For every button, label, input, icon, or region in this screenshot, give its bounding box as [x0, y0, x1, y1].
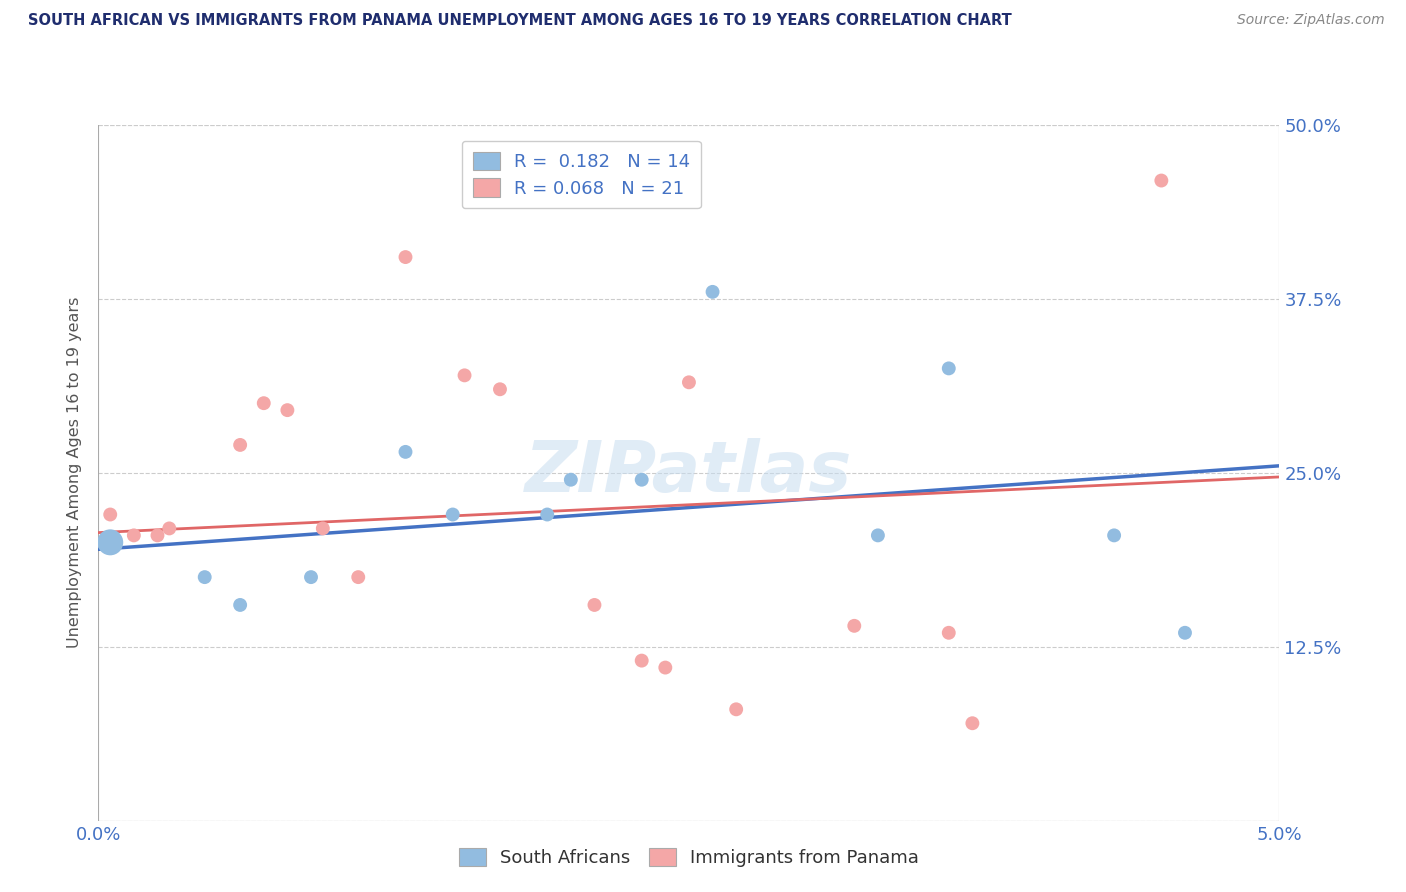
Point: [253, 396, 276, 410]
Point: [229, 438, 252, 452]
Text: SOUTH AFRICAN VS IMMIGRANTS FROM PANAMA UNEMPLOYMENT AMONG AGES 16 TO 19 YEARS C: SOUTH AFRICAN VS IMMIGRANTS FROM PANAMA …: [28, 13, 1012, 29]
Point: [98, 535, 121, 549]
Point: [98, 508, 121, 522]
Point: [394, 250, 416, 264]
Point: [299, 570, 322, 584]
Point: [489, 382, 512, 396]
Point: [938, 625, 960, 640]
Point: [536, 508, 558, 522]
Point: [276, 403, 298, 417]
Point: [962, 716, 984, 731]
Point: [1174, 625, 1197, 640]
Legend: South Africans, Immigrants from Panama: South Africans, Immigrants from Panama: [451, 840, 927, 874]
Point: [347, 570, 370, 584]
Point: [194, 570, 217, 584]
Point: [678, 376, 700, 390]
Point: [146, 528, 169, 542]
Y-axis label: Unemployment Among Ages 16 to 19 years: Unemployment Among Ages 16 to 19 years: [67, 297, 83, 648]
Point: [702, 285, 724, 299]
Point: [441, 508, 464, 522]
Point: [312, 521, 335, 535]
Point: [866, 528, 889, 542]
Point: [630, 473, 652, 487]
Point: [844, 619, 866, 633]
Point: [394, 445, 416, 459]
Point: [938, 361, 960, 376]
Point: [654, 660, 676, 674]
Point: [583, 598, 606, 612]
Point: [229, 598, 252, 612]
Point: [1150, 173, 1173, 187]
Point: [122, 528, 145, 542]
Text: Source: ZipAtlas.com: Source: ZipAtlas.com: [1237, 13, 1385, 28]
Point: [157, 521, 180, 535]
Point: [560, 473, 582, 487]
Point: [1102, 528, 1125, 542]
Point: [630, 654, 652, 668]
Point: [453, 368, 475, 383]
Point: [725, 702, 748, 716]
Text: ZIPatlas: ZIPatlas: [526, 438, 852, 508]
